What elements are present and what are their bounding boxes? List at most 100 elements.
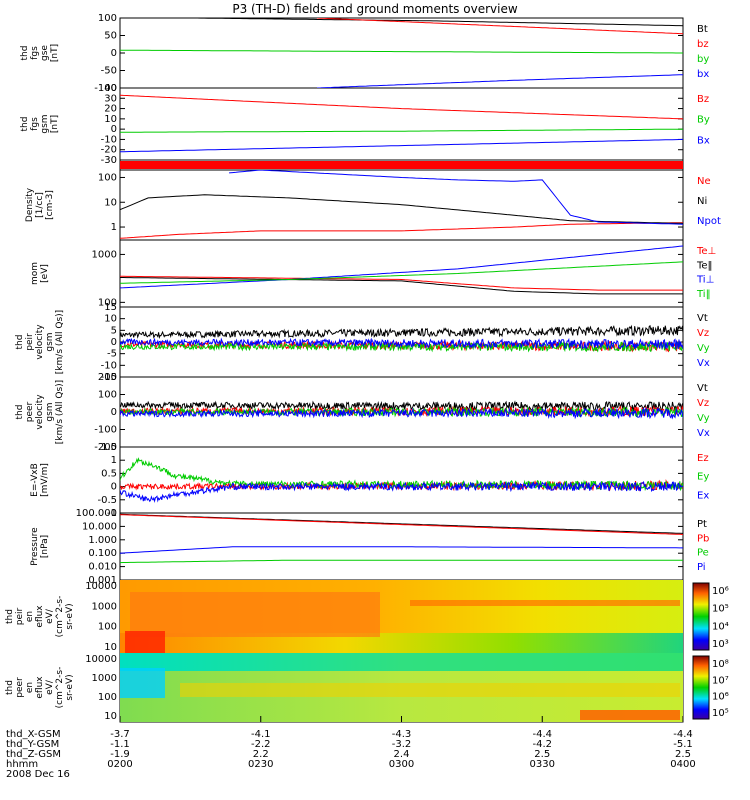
ylabel-line: thd — [5, 680, 15, 695]
legend-entry: By — [697, 115, 710, 126]
legend-entry: Vz — [697, 328, 709, 339]
ytick-label: 10000 — [85, 654, 117, 665]
colorbar-label: 10⁵ — [712, 604, 729, 615]
legend-entry: bz — [697, 39, 709, 50]
legend-entry: Ex — [697, 490, 709, 501]
legend-entry: Ez — [697, 453, 709, 464]
colorbar — [692, 655, 710, 720]
series-line-Vx — [120, 337, 683, 350]
series-line-Ti⊥ — [120, 245, 683, 289]
ytick-label: 1.000 — [88, 535, 117, 546]
ytick-label: 100 — [98, 297, 117, 308]
ytick-label: 200 — [98, 372, 117, 383]
ylabel-line: en — [25, 682, 35, 693]
xtick-label: -4.4 — [673, 729, 693, 740]
ylabel-line: (cm^2-s- — [55, 596, 65, 638]
ytick-label: 100 — [98, 172, 117, 183]
ytick-label: 100 — [98, 13, 117, 24]
ylabel-line: thd — [20, 117, 30, 132]
ytick-label: 0 — [111, 482, 117, 493]
ylabel-line: gsm — [45, 402, 55, 421]
ytick-label: 20 — [104, 104, 117, 115]
series-line-Vy — [120, 340, 683, 353]
series-line-Pe — [120, 559, 683, 564]
legend-entry: Npot — [697, 216, 721, 227]
series-line-Te‖ — [120, 277, 683, 295]
legend-entry: Vy — [697, 413, 710, 424]
x-row-label: 2008 Dec 16 — [6, 769, 70, 780]
ytick-label: 50 — [104, 31, 117, 42]
ylabel-line: [nPa] — [40, 535, 50, 558]
legend-entry: bx — [697, 69, 709, 80]
series-line-Ni — [120, 194, 683, 224]
ylabel-line: fgs — [30, 46, 40, 60]
legend-entry: Vy — [697, 343, 710, 354]
legend-entry: Ey — [697, 472, 709, 483]
ytick-label: 100.000 — [76, 508, 117, 519]
ytick-label: 40 — [104, 83, 117, 94]
legend-entry: Vz — [697, 398, 709, 409]
series-line-by — [120, 49, 683, 54]
xtick-label: 0200 — [107, 759, 132, 770]
xtick-label: 2.4 — [394, 749, 410, 760]
xtick-label: -3.7 — [110, 729, 130, 740]
legend-entry: Vx — [697, 358, 710, 369]
colorbar-label: 10³ — [712, 639, 729, 650]
ylabel-line: E=-VxB — [30, 463, 40, 497]
ytick-label: -10 — [101, 134, 117, 145]
ylabel-line: [nT] — [50, 115, 60, 133]
ytick-label: 1000 — [92, 249, 117, 260]
xtick-label: -4.4 — [532, 729, 552, 740]
ytick-label: 5 — [111, 325, 117, 336]
xtick-label: 2.5 — [675, 749, 691, 760]
ytick-label: 1 — [111, 222, 117, 233]
x-row-label: thd_X-GSM — [6, 729, 61, 740]
ylabel-line: eflux — [35, 676, 45, 699]
ylabel-line: thd — [15, 335, 25, 350]
panel-4: thd peir velocity gsm [km/s (All Qs)]151050-… — [15, 302, 710, 383]
colorbar — [692, 582, 710, 651]
ylabel-line: [1/cc] — [35, 192, 45, 218]
ylabel-line: Density — [25, 187, 35, 222]
ytick-label: 1.5 — [101, 442, 117, 453]
series-line-Bx — [120, 138, 683, 153]
xtick-label: -1.1 — [110, 739, 130, 750]
ytick-label: -20 — [101, 145, 117, 156]
ytick-label: 10 — [104, 711, 117, 722]
ytick-label: 0.100 — [88, 548, 117, 559]
xtick-label: -3.2 — [392, 739, 412, 750]
ytick-label: 15 — [104, 302, 117, 313]
ylabel-line: fgs — [30, 117, 40, 131]
heatmap-image — [120, 653, 683, 722]
ylabel-line: gsm — [45, 332, 55, 351]
ylabel-line: velocity — [35, 394, 45, 430]
series-line-bz — [316, 18, 683, 35]
ylabel-line: peer — [25, 401, 35, 422]
xtick-label: 0330 — [530, 759, 555, 770]
ytick-label: 10 — [104, 314, 117, 325]
panel-3: mom [eV] 1000 100 Te⊥ Te‖ Ti⊥ Ti‖ — [30, 245, 716, 308]
ytick-label: -15 — [101, 372, 117, 383]
x-row-label: hhmm — [6, 759, 38, 770]
ylabel-line: peer — [15, 677, 25, 698]
heatmap-band — [410, 600, 680, 606]
legend-entry: Te‖ — [696, 260, 713, 271]
ylabel-line: mom — [30, 262, 40, 285]
ytick-label: -100 — [94, 83, 117, 94]
ylabel-line: gsm — [40, 114, 50, 133]
ytick-label: -100 — [94, 425, 117, 436]
xtick-label: -2.2 — [251, 739, 271, 750]
ytick-label: 1 — [111, 455, 117, 466]
series-line-Bz — [120, 94, 683, 120]
legend-entry: Vt — [697, 313, 708, 324]
ylabel-line: [mV/m] — [40, 463, 50, 497]
ylabel-line: [cm-3] — [45, 190, 55, 220]
xtick-label: -1.9 — [110, 749, 130, 760]
ylabel-line: eflux — [35, 605, 45, 628]
panel-5: thd peer velocity gsm [km/s (All Qs)] 200 100 0… — [15, 372, 710, 453]
xtick-label: 0230 — [248, 759, 273, 770]
ylabel-line: velocity — [35, 324, 45, 360]
series-line-Te⊥ — [120, 275, 683, 291]
series-line-Ne — [120, 222, 683, 239]
legend-entry: Vx — [697, 428, 710, 439]
